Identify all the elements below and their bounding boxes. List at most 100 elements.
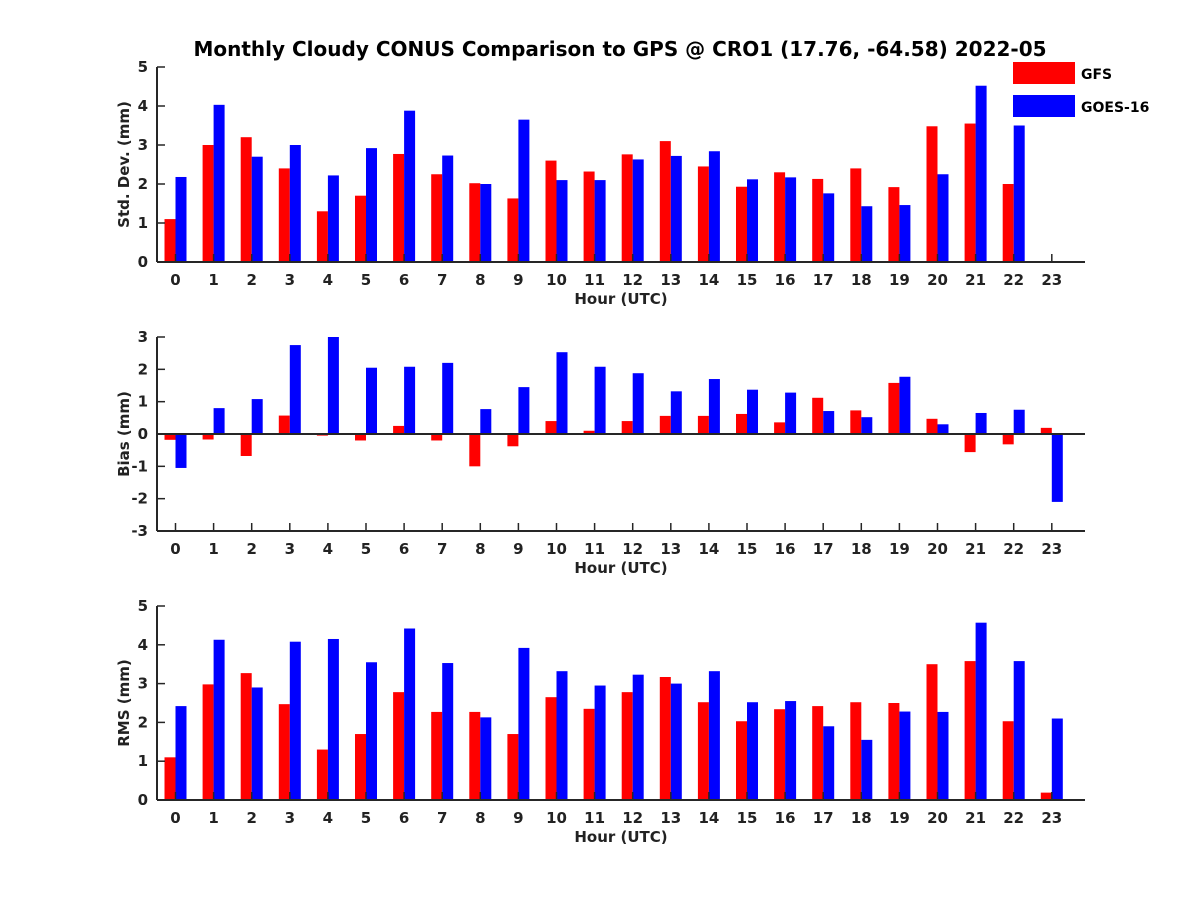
bar-gfs-p3-h22: [1002, 721, 1014, 800]
x-tick-label-p2-9: 9: [513, 540, 523, 558]
x-axis-label-p2: Hour (UTC): [574, 559, 667, 577]
bar-gfs-p1-h21: [964, 123, 976, 262]
x-tick-label-p1-14: 14: [698, 271, 719, 289]
bar-goes16-p1-h3: [289, 145, 301, 262]
bar-goes16-p1-h2: [251, 156, 263, 262]
bar-goes16-p1-h17: [823, 193, 835, 262]
bar-gfs-p2-h8: [469, 434, 481, 467]
bar-gfs-p1-h2: [240, 137, 252, 262]
bar-goes16-p2-h21: [975, 412, 987, 434]
bar-goes16-p3-h3: [289, 641, 301, 800]
x-tick-label-p3-22: 22: [1003, 809, 1024, 827]
bar-goes16-p1-h22: [1013, 125, 1025, 262]
x-tick-label-p1-2: 2: [246, 271, 256, 289]
bar-goes16-p1-h13: [670, 155, 682, 262]
bar-gfs-p1-h22: [1002, 184, 1014, 262]
x-tick-label-p3-18: 18: [851, 809, 872, 827]
x-tick-label-p3-16: 16: [775, 809, 796, 827]
bar-gfs-p2-h19: [888, 382, 900, 434]
legend-swatch-goes: [1013, 95, 1075, 117]
legend-label-goes: GOES-16: [1081, 100, 1149, 116]
y-tick-label-p1-5: 5: [138, 58, 148, 76]
x-tick-label-p3-20: 20: [927, 809, 948, 827]
bar-goes16-p3-h13: [670, 683, 682, 800]
bar-gfs-p3-h4: [316, 749, 328, 800]
x-tick-label-p1-1: 1: [208, 271, 218, 289]
bar-goes16-p2-h4: [327, 337, 339, 434]
bar-gfs-p1-h18: [850, 168, 862, 262]
x-tick-label-p3-21: 21: [965, 809, 986, 827]
bar-goes16-p2-h9: [518, 387, 530, 434]
y-tick-label-p1-3: 3: [138, 136, 148, 154]
y-tick-label-p3-3: 3: [138, 675, 148, 693]
x-tick-label-p1-21: 21: [965, 271, 986, 289]
bar-gfs-p1-h4: [316, 211, 328, 262]
bar-goes16-p2-h12: [632, 373, 644, 434]
bar-goes16-p3-h4: [327, 638, 339, 800]
bar-gfs-p2-h7: [431, 434, 443, 441]
bar-gfs-p3-h15: [736, 721, 747, 800]
bar-gfs-p1-h17: [812, 178, 824, 262]
x-tick-label-p2-23: 23: [1041, 540, 1062, 558]
x-tick-label-p3-15: 15: [737, 809, 758, 827]
bar-goes16-p2-h23: [1051, 434, 1063, 502]
x-tick-label-p1-4: 4: [323, 271, 333, 289]
bar-goes16-p2-h5: [366, 367, 377, 434]
y-tick-label-p2-6: 3: [138, 328, 148, 346]
bar-gfs-p2-h2: [240, 434, 252, 456]
bar-goes16-p1-h4: [327, 175, 339, 262]
bar-gfs-p2-h9: [507, 434, 519, 447]
bar-goes16-p1-h11: [594, 180, 606, 262]
bar-goes16-p2-h17: [823, 411, 835, 434]
bar-goes16-p3-h20: [937, 711, 949, 800]
x-tick-label-p3-7: 7: [437, 809, 447, 827]
bar-gfs-p2-h6: [393, 425, 405, 434]
x-tick-label-p3-14: 14: [698, 809, 719, 827]
x-tick-label-p1-13: 13: [660, 271, 681, 289]
x-tick-label-p3-0: 0: [170, 809, 180, 827]
x-tick-label-p2-8: 8: [475, 540, 485, 558]
x-tick-label-p2-20: 20: [927, 540, 948, 558]
bar-goes16-p1-h19: [899, 205, 911, 262]
x-tick-label-p1-8: 8: [475, 271, 485, 289]
bar-goes16-p3-h1: [213, 639, 225, 800]
y-tick-label-p3-1: 1: [138, 752, 148, 770]
bar-goes16-p1-h8: [480, 184, 492, 262]
x-axis-label-p3: Hour (UTC): [574, 828, 667, 846]
bar-gfs-p1-h12: [621, 154, 633, 262]
bar-gfs-p3-h14: [697, 702, 709, 800]
bar-gfs-p3-h6: [393, 692, 405, 800]
bar-goes16-p2-h20: [937, 424, 949, 434]
bar-gfs-p2-h13: [659, 415, 671, 434]
x-tick-label-p3-9: 9: [513, 809, 523, 827]
x-tick-label-p2-1: 1: [208, 540, 218, 558]
bar-gfs-p2-h16: [774, 422, 786, 434]
bar-goes16-p3-h0: [175, 706, 187, 800]
bar-gfs-p1-h1: [202, 145, 214, 262]
x-axis-label-p1: Hour (UTC): [574, 290, 667, 308]
bar-gfs-p1-h11: [583, 171, 595, 262]
x-tick-label-p2-11: 11: [584, 540, 605, 558]
x-tick-label-p1-16: 16: [775, 271, 796, 289]
x-tick-label-p1-10: 10: [546, 271, 567, 289]
bar-goes16-p3-h12: [632, 674, 644, 800]
bar-goes16-p1-h12: [632, 159, 644, 262]
bar-gfs-p3-h19: [888, 703, 900, 800]
bar-goes16-p3-h21: [975, 622, 987, 800]
bar-goes16-p3-h19: [899, 711, 911, 800]
bar-goes16-p1-h15: [747, 179, 758, 262]
y-tick-label-p3-0: 0: [138, 791, 148, 809]
bar-gfs-p1-h7: [431, 174, 443, 262]
y-tick-label-p2-3: 0: [138, 425, 148, 443]
bar-gfs-p2-h21: [964, 434, 976, 453]
bar-goes16-p3-h22: [1013, 661, 1025, 800]
bar-gfs-p2-h17: [812, 397, 824, 434]
bar-goes16-p3-h14: [708, 671, 720, 800]
x-tick-label-p3-13: 13: [660, 809, 681, 827]
x-tick-label-p3-10: 10: [546, 809, 567, 827]
bar-goes16-p2-h2: [251, 399, 263, 434]
bar-gfs-p2-h15: [736, 413, 747, 434]
